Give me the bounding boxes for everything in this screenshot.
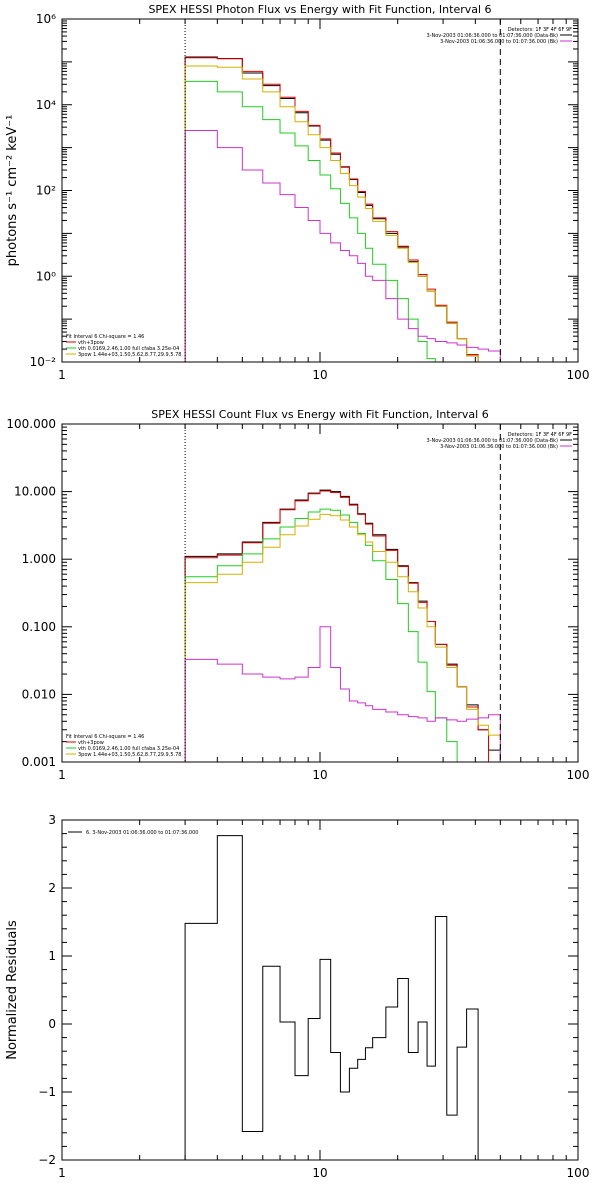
- resid-series-residuals: [184, 835, 479, 1160]
- count-panel: SPEX HESSI Count Flux vs Energy with Fit…: [6, 408, 589, 782]
- count-series-vth: [184, 508, 458, 762]
- legend-entry: 3-Nov-2003 01:06:36.000 to 01:07:36.000 …: [427, 33, 559, 39]
- count-series-vth-3pow: [184, 490, 490, 762]
- y-tick-label: 1: [48, 949, 56, 963]
- photon-data: [184, 56, 501, 362]
- legend-entry: Detectors: 1F 3F 4F 6F 9F: [508, 27, 572, 33]
- count-series-3pow: [184, 513, 501, 762]
- photon-title: SPEX HESSI Photon Flux vs Energy with Fi…: [148, 3, 491, 16]
- y-tick-label: 3: [48, 813, 56, 827]
- count-series-bk: [184, 626, 501, 762]
- y-tick-label: 0.001: [22, 755, 56, 769]
- legend-entry: vth 0.0169,2.46,1.00 full cfaba 3.25e-04: [78, 746, 179, 752]
- legend-entry: 6. 3-Nov-2003 01:06:36.000 to 01:07:36.0…: [86, 830, 198, 836]
- y-tick-label: 10⁴: [36, 98, 56, 112]
- photon-series-data-bk: [184, 56, 479, 362]
- photon-series-bk: [184, 130, 501, 362]
- legend-entry: 3-Nov-2003 01:06:36.000 to 01:07:36.000 …: [427, 438, 559, 444]
- y-tick-label: 100.000: [6, 417, 56, 431]
- y-tick-label: 10²: [36, 184, 56, 198]
- legend-entry: Fit Interval 6 Chi-square = 1.46: [66, 734, 144, 740]
- y-tick-label: 0.010: [22, 687, 56, 701]
- legend-entry: Detectors: 1F 3F 4F 6F 9F: [508, 432, 572, 438]
- x-tick-label: 100: [567, 368, 590, 382]
- photon-series-3pow: [184, 65, 479, 362]
- photon-series-vth-3pow: [184, 57, 479, 362]
- legend-entry: Fit Interval 6 Chi-square = 1.46: [66, 334, 144, 340]
- legend-entry: vth 0.0169,2.46,1.00 full cfaba 3.25e-04: [78, 346, 179, 352]
- legend-entry: vth+3pow: [78, 740, 104, 746]
- x-tick-label: 100: [567, 768, 590, 782]
- y-tick-label: 0.100: [22, 620, 56, 634]
- legend-entry: 3pow 1.44e+03,1.50,5.62,8.77,29.9,5.78: [78, 352, 181, 358]
- y-tick-label: 2: [48, 881, 56, 895]
- y-tick-label: 10⁰: [36, 269, 56, 283]
- x-tick-label: 1: [58, 368, 66, 382]
- count-series-data-bk: [184, 489, 501, 762]
- count-title: SPEX HESSI Count Flux vs Energy with Fit…: [151, 408, 488, 421]
- y-tick-label: −1: [38, 1085, 56, 1099]
- x-tick-label: 1: [58, 768, 66, 782]
- photon-series-vth: [184, 80, 436, 362]
- x-tick-label: 10: [312, 768, 327, 782]
- y-tick-label: 0: [48, 1017, 56, 1031]
- legend-entry: 3pow 1.44e+03,1.50,5.62,8.77,29.9,5.78: [78, 752, 181, 758]
- count-data: [184, 489, 501, 762]
- y-tick-label: 10.000: [14, 485, 56, 499]
- count-frame: [61, 423, 579, 763]
- x-tick-label: 10: [312, 1166, 327, 1180]
- resid-panel: Normalized Residuals 1 10 100 −2 −1 0 1 2 3 6. 3-N…: [5, 813, 589, 1180]
- resid-data: [184, 835, 479, 1160]
- photon-ylabel: photons s⁻¹ cm⁻² keV⁻¹: [5, 115, 20, 267]
- x-tick-label: 1: [58, 1166, 66, 1180]
- y-tick-label: −2: [38, 1153, 56, 1167]
- x-tick-label: 10: [312, 368, 327, 382]
- y-tick-label: 10⁻²: [30, 355, 57, 369]
- resid-ylabel: Normalized Residuals: [5, 920, 20, 1060]
- y-tick-label: 1.000: [22, 552, 56, 566]
- photon-panel: SPEX HESSI Photon Flux vs Energy with Fi…: [5, 3, 589, 382]
- legend-entry: vth+3pow: [78, 340, 104, 346]
- legend-entry: 3-Nov-2003 01:06:36.000 to 01:07:36.000 …: [440, 39, 558, 45]
- resid-frame: [61, 819, 579, 1161]
- y-tick-label: 10⁶: [36, 12, 56, 26]
- x-tick-label: 100: [567, 1166, 590, 1180]
- legend-entry: 3-Nov-2003 01:06:36.000 to 01:07:36.000 …: [440, 444, 558, 450]
- photon-frame: [61, 18, 579, 363]
